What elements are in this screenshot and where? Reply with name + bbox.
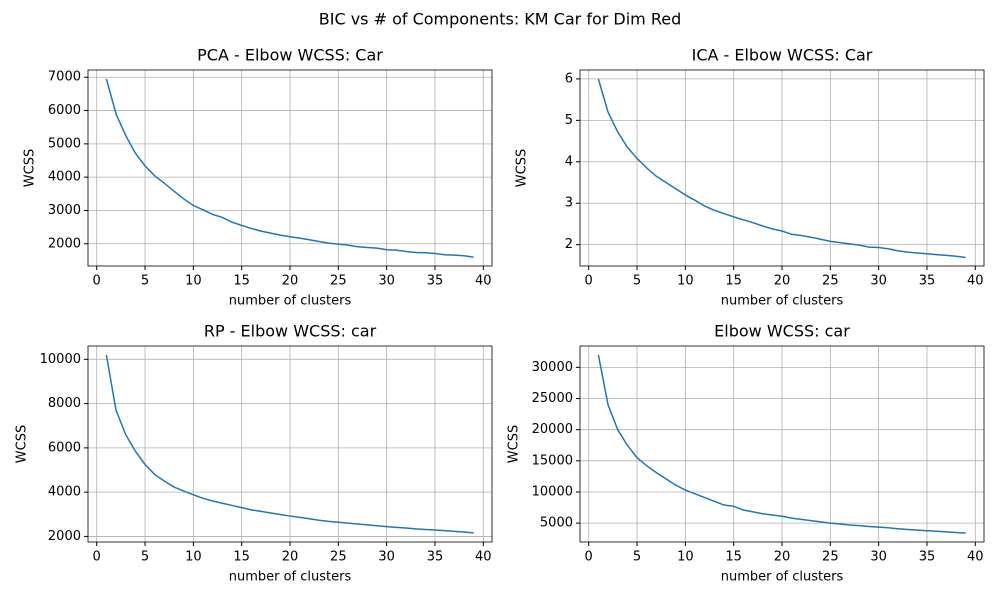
x-tick-label: 15 xyxy=(725,274,742,289)
subplot-title: Elbow WCSS: car xyxy=(714,322,850,341)
subplot: 0 5 10 15 20 25 30 35 40 5000 10000 15000 20000 25000… xyxy=(507,322,985,585)
data-line xyxy=(597,354,966,534)
y-tick-label: 2 xyxy=(565,237,573,252)
x-tick-label: 30 xyxy=(378,274,395,289)
plot-area xyxy=(105,354,474,534)
x-tick-label: 15 xyxy=(725,550,742,565)
x-tick-label: 35 xyxy=(919,550,936,565)
x-tick-label: 0 xyxy=(93,550,101,565)
x-tick-label: 30 xyxy=(378,550,395,565)
axes-frame xyxy=(87,345,493,543)
x-tick-label: 40 xyxy=(475,274,492,289)
x-tick-label: 5 xyxy=(633,550,641,565)
data-line xyxy=(105,78,474,258)
x-tick-label: 30 xyxy=(870,274,887,289)
y-tick-label: 10000 xyxy=(40,352,81,367)
subplot-title: ICA - Elbow WCSS: Car xyxy=(692,46,873,65)
y-tick-label: 4000 xyxy=(48,170,81,185)
x-tick-label: 15 xyxy=(233,550,250,565)
data-line xyxy=(597,78,966,259)
x-tick-label: 20 xyxy=(282,274,299,289)
y-axis-label: WCSS xyxy=(15,425,30,463)
x-tick-label: 35 xyxy=(427,550,444,565)
x-axis-label: number of clusters xyxy=(721,570,844,585)
x-tick-label: 5 xyxy=(141,274,149,289)
data-line xyxy=(105,354,474,534)
x-tick-label: 25 xyxy=(330,274,347,289)
figure-title: BIC vs # of Components: KM Car for Dim R… xyxy=(319,10,682,29)
axes-frame xyxy=(579,69,985,267)
plot-area xyxy=(105,78,474,258)
y-tick-label: 25000 xyxy=(532,391,573,406)
subplot: 0 5 10 15 20 25 30 35 40 2 3 4 5 6 ICA - Elbow WCSS: C… xyxy=(515,46,985,309)
x-axis-label: number of clusters xyxy=(229,294,352,309)
y-axis-label: WCSS xyxy=(507,425,522,463)
x-tick-label: 25 xyxy=(822,274,839,289)
y-tick-label: 4000 xyxy=(48,485,81,500)
axes-frame xyxy=(579,345,985,543)
y-tick-label: 3000 xyxy=(48,203,81,218)
x-tick-label: 0 xyxy=(585,550,593,565)
x-tick-label: 20 xyxy=(774,274,791,289)
y-tick-label: 2000 xyxy=(48,236,81,251)
y-tick-label: 5000 xyxy=(48,136,81,151)
subplot-title: RP - Elbow WCSS: car xyxy=(204,322,377,341)
x-tick-label: 35 xyxy=(919,274,936,289)
x-tick-label: 40 xyxy=(967,550,984,565)
x-tick-label: 10 xyxy=(185,274,202,289)
y-tick-label: 6000 xyxy=(48,103,81,118)
x-tick-label: 10 xyxy=(677,550,694,565)
y-tick-label: 6 xyxy=(565,71,573,86)
x-tick-label: 15 xyxy=(233,274,250,289)
y-tick-label: 5 xyxy=(565,113,573,128)
y-tick-label: 6000 xyxy=(48,440,81,455)
x-tick-label: 40 xyxy=(967,274,984,289)
axes-frame xyxy=(87,69,493,267)
x-tick-label: 10 xyxy=(185,550,202,565)
x-tick-label: 25 xyxy=(822,550,839,565)
y-tick-label: 4 xyxy=(565,154,573,169)
x-tick-label: 35 xyxy=(427,274,444,289)
x-tick-label: 5 xyxy=(633,274,641,289)
x-tick-label: 5 xyxy=(141,550,149,565)
x-tick-label: 0 xyxy=(585,274,593,289)
x-tick-label: 30 xyxy=(870,550,887,565)
y-axis-label: WCSS xyxy=(515,149,530,187)
x-tick-label: 10 xyxy=(677,274,694,289)
subplot-title: PCA - Elbow WCSS: Car xyxy=(197,46,383,65)
y-tick-label: 20000 xyxy=(532,422,573,437)
subplot: 0 5 10 15 20 25 30 35 40 2000 3000 4000 5000 6000 7000… xyxy=(23,46,493,309)
x-tick-label: 20 xyxy=(774,550,791,565)
y-tick-label: 2000 xyxy=(48,529,81,544)
x-tick-label: 25 xyxy=(330,550,347,565)
x-tick-label: 0 xyxy=(93,274,101,289)
subplot: 0 5 10 15 20 25 30 35 40 2000 4000 6000 8000 10000 RP … xyxy=(15,322,493,585)
plot-area xyxy=(597,78,966,259)
x-axis-label: number of clusters xyxy=(721,294,844,309)
y-tick-label: 8000 xyxy=(48,396,81,411)
y-tick-label: 5000 xyxy=(540,516,573,531)
y-tick-label: 7000 xyxy=(48,70,81,85)
y-tick-label: 3 xyxy=(565,196,573,211)
plot-area xyxy=(597,354,966,534)
x-axis-label: number of clusters xyxy=(229,570,352,585)
y-tick-label: 15000 xyxy=(532,453,573,468)
y-axis-label: WCSS xyxy=(23,149,38,187)
x-tick-label: 40 xyxy=(475,550,492,565)
y-tick-label: 10000 xyxy=(532,484,573,499)
y-tick-label: 30000 xyxy=(532,360,573,375)
x-tick-label: 20 xyxy=(282,550,299,565)
